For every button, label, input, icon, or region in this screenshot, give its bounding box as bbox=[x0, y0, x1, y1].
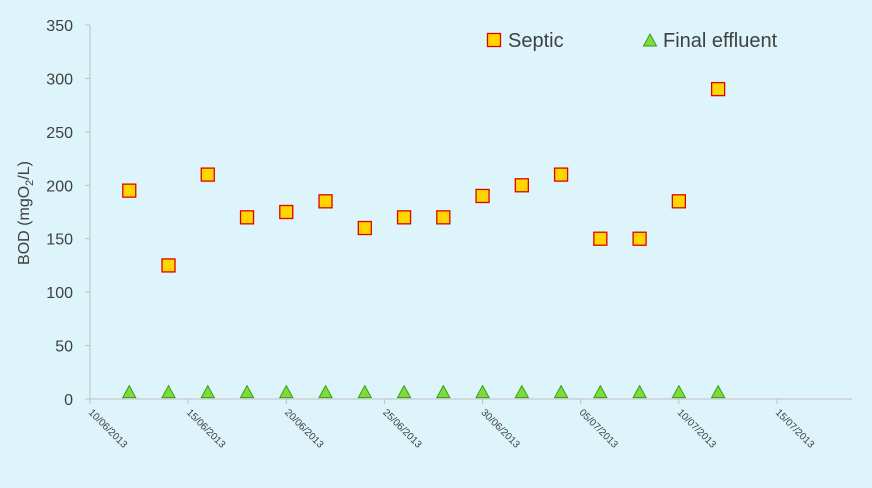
x-tick-label: 05/07/2013 bbox=[577, 407, 620, 450]
y-tick-label: 100 bbox=[46, 285, 73, 302]
x-tick-label: 15/07/2013 bbox=[773, 407, 816, 450]
septic-point bbox=[475, 188, 490, 204]
final-effluent-point bbox=[396, 384, 412, 399]
septic-point bbox=[553, 167, 569, 182]
septic-point bbox=[357, 220, 372, 236]
legend-final-effluent-marker bbox=[642, 32, 658, 47]
septic-point bbox=[200, 167, 215, 182]
data-points bbox=[121, 81, 726, 399]
legend-final-effluent-label: Final effluent bbox=[663, 30, 778, 52]
axes bbox=[89, 25, 852, 400]
septic-point bbox=[710, 81, 726, 97]
legend-septic-label: Septic bbox=[508, 30, 564, 52]
septic-point bbox=[593, 231, 608, 246]
svg-text:BOD (mgO2/L): BOD (mgO2/L) bbox=[16, 161, 36, 265]
final-effluent-point bbox=[357, 384, 373, 399]
final-effluent-point bbox=[553, 384, 569, 399]
septic-point bbox=[396, 210, 412, 225]
x-tick-label: 25/06/2013 bbox=[380, 407, 423, 450]
x-tick-label: 30/06/2013 bbox=[478, 407, 521, 450]
y-tick-label: 200 bbox=[46, 178, 73, 195]
y-axis-label-suffix: /L) bbox=[16, 161, 33, 180]
y-tick-label: 150 bbox=[46, 232, 73, 249]
final-effluent-point bbox=[318, 384, 333, 399]
final-effluent-point bbox=[593, 384, 608, 399]
septic-point bbox=[161, 258, 176, 273]
y-tick-label: 50 bbox=[55, 339, 73, 356]
septic-point bbox=[632, 231, 647, 246]
y-axis-label: BOD (mgO2/L) bbox=[16, 161, 36, 265]
final-effluent-point bbox=[514, 384, 530, 399]
final-effluent-point bbox=[239, 384, 255, 399]
septic-point bbox=[318, 194, 333, 209]
final-effluent-point bbox=[671, 384, 687, 399]
septic-point bbox=[436, 210, 451, 225]
septic-point bbox=[514, 178, 529, 193]
final-effluent-point bbox=[710, 384, 726, 399]
final-effluent-point bbox=[200, 384, 216, 399]
y-tick-labels: 0 50 100 150 200 250 300 350 bbox=[46, 18, 90, 409]
y-axis-label-prefix: BOD (mgO bbox=[16, 186, 33, 265]
legend: Septic Final effluent bbox=[486, 30, 778, 52]
y-tick-label: 300 bbox=[46, 71, 73, 88]
x-tick-label: 20/06/2013 bbox=[282, 407, 325, 450]
final-effluent-point bbox=[278, 384, 294, 399]
x-tick-label: 10/07/2013 bbox=[675, 407, 718, 450]
septic-point bbox=[671, 194, 687, 209]
y-axis-label-subscript: 2 bbox=[24, 180, 36, 186]
final-effluent-point bbox=[632, 384, 647, 399]
septic-point bbox=[279, 204, 294, 220]
y-tick-label: 250 bbox=[46, 125, 73, 142]
legend-septic-marker bbox=[486, 32, 502, 48]
final-effluent-point bbox=[121, 384, 137, 399]
final-effluent-point bbox=[475, 384, 490, 399]
septic-point bbox=[239, 210, 255, 225]
x-tick-label: 10/06/2013 bbox=[86, 407, 129, 450]
y-tick-label: 350 bbox=[46, 18, 73, 35]
septic-point bbox=[122, 183, 137, 198]
y-tick-label: 0 bbox=[64, 392, 73, 409]
final-effluent-point bbox=[161, 384, 176, 399]
x-tick-labels: 10/06/2013 15/06/2013 20/06/2013 25/06/2013… bbox=[86, 399, 816, 451]
x-tick-label: 15/06/2013 bbox=[184, 407, 227, 450]
final-effluent-point bbox=[435, 384, 451, 399]
